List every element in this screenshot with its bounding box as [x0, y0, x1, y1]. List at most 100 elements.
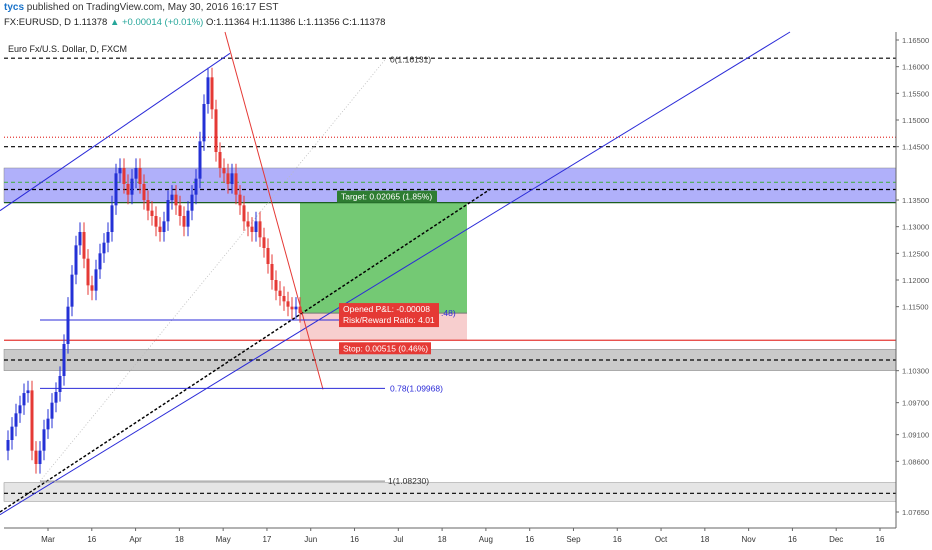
- y-tick-label: 1.13500: [902, 196, 929, 205]
- candle-body: [78, 232, 82, 246]
- price-zone: [3, 167, 897, 203]
- candle-body: [294, 306, 298, 310]
- symbol-label[interactable]: FX:EURUSD, D: [4, 17, 72, 28]
- y-tick-label: 1.16000: [902, 63, 929, 72]
- candle-body: [6, 440, 10, 451]
- username-link[interactable]: tycs: [4, 2, 25, 13]
- y-tick-label: 1.15000: [902, 116, 929, 125]
- candle-body: [130, 178, 134, 195]
- price-zone: [3, 482, 897, 502]
- candle-body: [50, 402, 54, 419]
- horizontal-levels[interactable]: 1.161591.146761.145001.138321.136971.134…: [4, 53, 931, 499]
- candle-body: [90, 285, 94, 291]
- candle-body: [34, 450, 38, 464]
- hidden-fib-suffix: .48): [441, 308, 456, 318]
- x-tick-label: 18: [438, 535, 447, 544]
- dashed-trendline[interactable]: [0, 188, 491, 513]
- x-tick-label: 16: [87, 535, 96, 544]
- symbol-info: FX:EURUSD, D 1.11378 ▲ +0.00014 (+0.01%)…: [4, 17, 385, 28]
- candle-body: [198, 141, 202, 179]
- x-tick-label: Aug: [479, 535, 493, 544]
- candle-body: [290, 306, 294, 310]
- x-tick-label: 18: [175, 535, 184, 544]
- red-trendline[interactable]: [224, 31, 324, 390]
- pnl-label: Opened P&L: -0.00008: [343, 304, 430, 314]
- y-tick-label: 1.07650: [902, 508, 929, 517]
- price-axis[interactable]: [896, 32, 932, 528]
- candle-body: [202, 104, 206, 142]
- candle-body: [122, 168, 126, 184]
- axes: 1.16500 1.16000 1.15500 1.15000 1.14500 1.135…: [4, 32, 932, 544]
- y-tick-label: 1.09100: [902, 431, 929, 440]
- candle-body: [150, 210, 154, 216]
- x-tick-label: Mar: [41, 535, 55, 544]
- candle-body: [246, 221, 250, 227]
- candle-body: [178, 205, 182, 216]
- candle-body: [254, 221, 258, 232]
- x-tick-label: 16: [525, 535, 534, 544]
- candle-body: [234, 173, 238, 195]
- candle-body: [70, 274, 74, 307]
- candle-body: [186, 210, 190, 227]
- annotations: 0(1.16131) 0.78(1.09968) 1(1.08230) Target:…: [337, 55, 456, 486]
- candle-body: [282, 296, 286, 302]
- candle-body: [206, 77, 210, 104]
- candle-body: [278, 290, 282, 296]
- candle-body: [62, 344, 66, 376]
- candle-body: [258, 221, 262, 238]
- candle-body: [146, 200, 150, 211]
- publish-info: tycs published on TradingView.com, May 3…: [4, 2, 278, 13]
- lower-channel-line[interactable]: [0, 31, 791, 516]
- candle-body: [166, 200, 170, 222]
- candle-body: [102, 242, 106, 254]
- candle-body: [190, 194, 194, 211]
- y-tick-label: 1.10300: [902, 367, 929, 376]
- fib-diagonal: [39, 59, 386, 482]
- upper-channel-line[interactable]: [0, 52, 231, 212]
- x-tick-label: 16: [876, 535, 885, 544]
- y-tick-label: 1.12000: [902, 276, 929, 285]
- candle-body: [118, 168, 122, 174]
- fib-label: 0(1.16131): [390, 55, 431, 65]
- candle-body: [74, 245, 78, 275]
- candle-body: [86, 258, 90, 286]
- candle-body: [162, 221, 166, 232]
- x-tick-label: Jul: [393, 535, 403, 544]
- ohlc-values: O:1.11364 H:1.11386 L:1.11356 C:1.11378: [206, 17, 386, 28]
- candle-body: [218, 152, 222, 168]
- zone-layer: [3, 167, 897, 502]
- candle-body: [82, 232, 86, 259]
- candle-body: [66, 306, 70, 344]
- candle-body: [126, 184, 130, 195]
- candle-body: [286, 301, 290, 307]
- target-label-box: [337, 190, 437, 203]
- x-tick-label: 16: [350, 535, 359, 544]
- x-tick-label: Oct: [655, 535, 668, 544]
- risk-reward-label: Risk/Reward Ratio: 4.01: [343, 315, 435, 325]
- candle-body: [154, 216, 158, 227]
- y-tick-label: 1.15500: [902, 89, 929, 98]
- pnl-label-box: [339, 303, 439, 328]
- x-tick-label: Jun: [304, 535, 317, 544]
- candle-body: [230, 173, 234, 184]
- candles: [6, 67, 302, 474]
- candle-body: [182, 216, 186, 227]
- candle-body: [298, 306, 302, 314]
- x-tick-label: Apr: [129, 535, 142, 544]
- candle-body: [174, 194, 178, 206]
- trendlines[interactable]: [0, 31, 791, 516]
- last-price: 1.11378: [73, 17, 108, 28]
- x-tick-label: 18: [700, 535, 709, 544]
- target-zone[interactable]: [300, 202, 467, 314]
- candle-body: [238, 194, 242, 206]
- candle-body: [134, 168, 138, 179]
- candle-body: [38, 450, 42, 464]
- candle-body: [242, 205, 246, 222]
- candle-body: [98, 253, 102, 270]
- stop-label: Stop: 0.00515 (0.46%): [343, 343, 428, 353]
- candle-body: [94, 269, 98, 291]
- price-change: ▲ +0.00014 (+0.01%): [109, 17, 204, 28]
- candle-body: [42, 429, 46, 451]
- y-tick-label: 1.09700: [902, 399, 929, 408]
